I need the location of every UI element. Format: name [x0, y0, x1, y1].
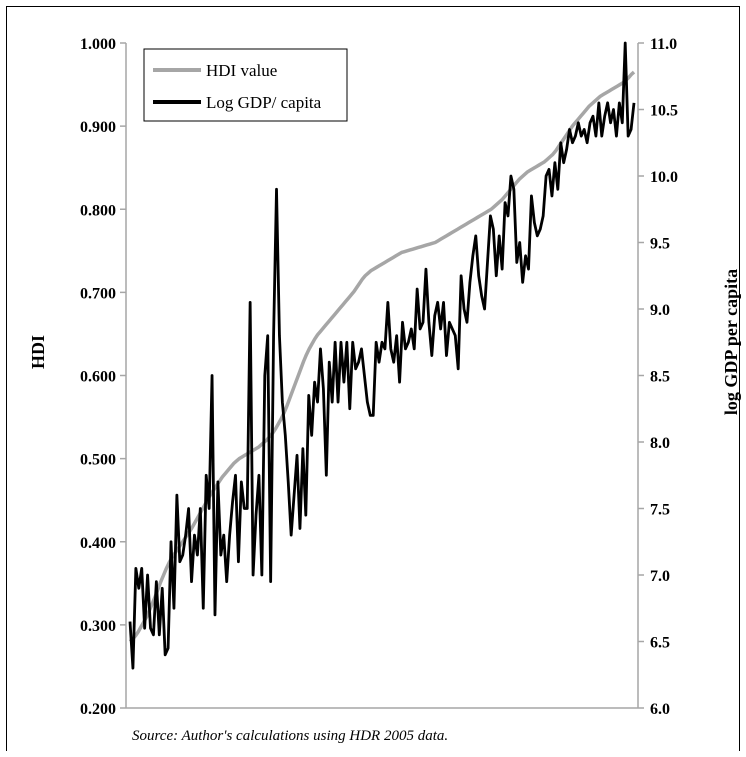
left-tick-label: 0.200	[80, 701, 116, 718]
left-tick-label: 0.600	[80, 369, 116, 386]
series-line-log-gdp	[128, 41, 636, 670]
series-layer	[128, 41, 636, 670]
right-tick-label: 9.0	[650, 302, 670, 319]
chart-frame	[6, 6, 740, 751]
legend: HDI value Log GDP/ capita	[143, 48, 348, 122]
legend-box	[143, 48, 348, 122]
right-tick-label: 10.0	[650, 169, 678, 186]
right-tick-label: 7.5	[650, 502, 670, 519]
right-axis-ticks: 6.0 6.5 7.0 7.5 8.0 8.5 9.0 9.5 10.0 10.5 11.0	[638, 36, 678, 718]
right-tick-label: 9.5	[650, 236, 670, 253]
left-tick-label: 0.700	[80, 285, 116, 302]
right-tick-label: 8.5	[650, 369, 670, 386]
right-tick-label: 6.5	[650, 635, 670, 652]
right-tick-label: 7.0	[650, 568, 670, 585]
right-tick-label: 11.0	[650, 36, 677, 53]
left-tick-label: 0.500	[80, 452, 116, 469]
source-note: Source: Author's calculations using HDR …	[132, 728, 449, 744]
right-tick-label: 6.0	[650, 701, 670, 718]
legend-label-hdi: HDI value	[206, 61, 277, 80]
left-tick-label: 1.000	[80, 36, 116, 53]
right-tick-label: 10.5	[650, 103, 678, 120]
left-tick-label: 0.900	[80, 119, 116, 136]
right-tick-label: 8.0	[650, 435, 670, 452]
legend-label-gdp: Log GDP/ capita	[206, 93, 322, 112]
left-axis-ticks: 0.200 0.300 0.400 0.500 0.600 0.700 0.800 0.900…	[80, 36, 126, 718]
left-tick-label: 0.400	[80, 535, 116, 552]
right-axis-title: log GDP per capita	[721, 269, 741, 415]
left-tick-label: 0.800	[80, 202, 116, 219]
left-tick-label: 0.300	[80, 618, 116, 635]
left-axis-title: HDI	[28, 335, 48, 369]
